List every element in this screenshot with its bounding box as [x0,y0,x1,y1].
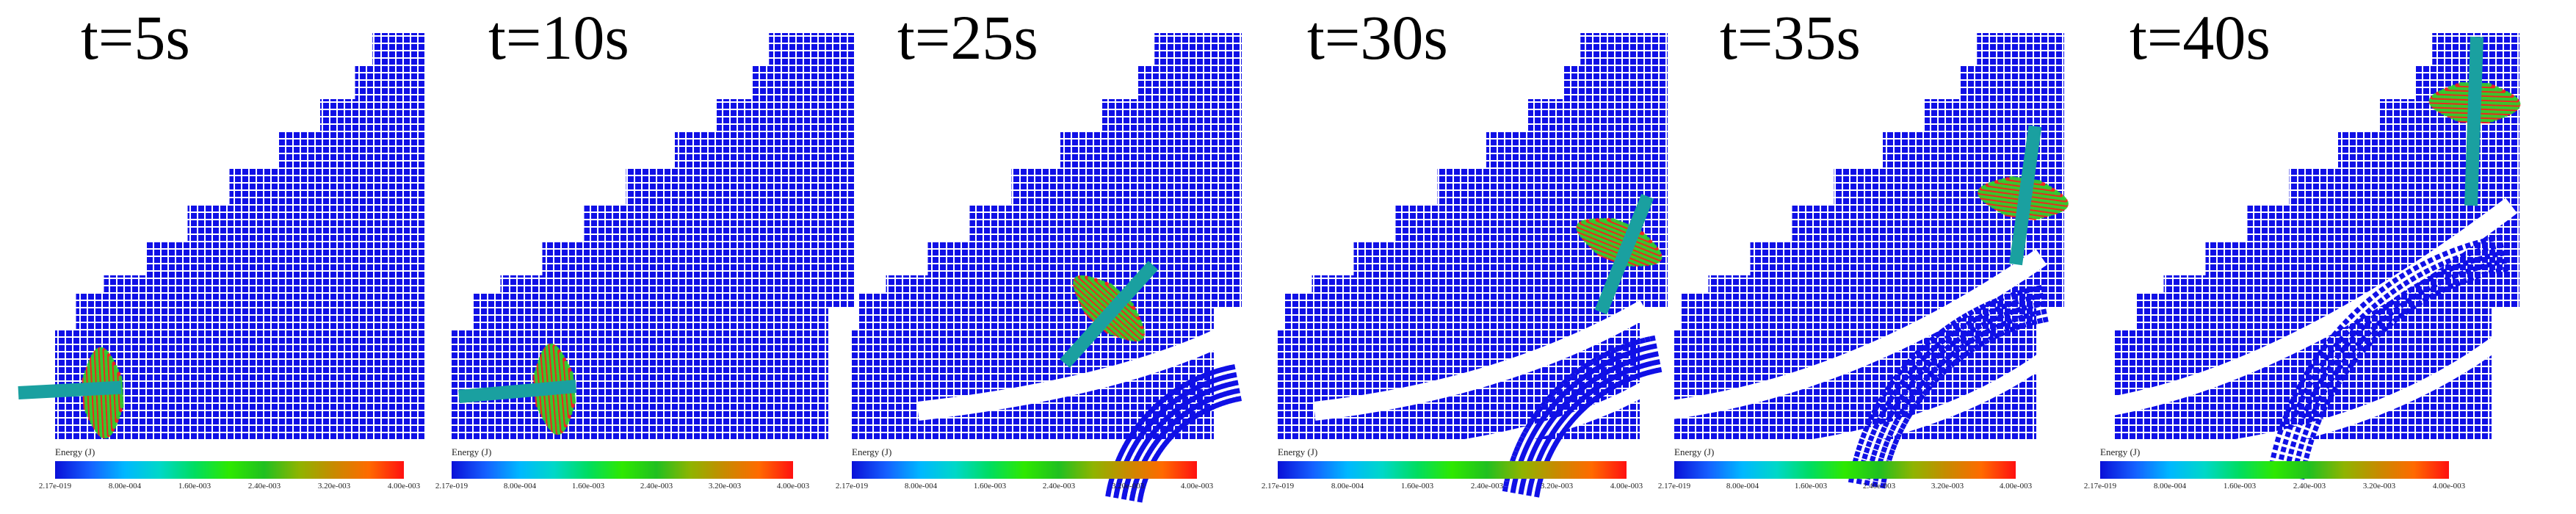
colorbar-title: Energy (J) [1674,446,1715,457]
colorbar-tick-label: 2.40e-003 [1862,482,1896,491]
panel-t10: t=10s Energy (J) 2.17e-019 8.00e-004 1.60e… [430,0,855,514]
colorbar-tick-label: 8.00e-004 [2153,482,2187,491]
colorbar-tick-label: 3.20e-003 [708,482,742,491]
colorbar-tick-label: 2.17e-019 [38,482,72,491]
panel-t30: t=30s Energy (J) 2.17e-019 8.00e-004 1.60e… [1262,0,1689,514]
colorbar-tick-label: 2.40e-003 [1470,482,1504,491]
panel-t5: t=5s Energy (J) 2.17e-019 8.00e-004 1.60e-… [0,0,426,514]
colorbar-tick-label: 3.20e-003 [2362,482,2396,491]
particle-simulation-image [852,33,1242,503]
colorbar-tick-label: 3.20e-003 [1931,482,1964,491]
panel-t25: t=25s Energy (J) 2.17e-019 8.00e-004 1.60e… [836,0,1278,514]
particle-simulation-image [2100,33,2554,480]
colorbar-tick-label: 2.40e-003 [1042,482,1076,491]
colorbar-tick-label: 1.60e-003 [973,482,1007,491]
rock-mass-particles [452,33,855,441]
colorbar-tick-label: 2.17e-019 [835,482,869,491]
colorbar-tick-label: 1.60e-003 [571,482,605,491]
fractured-layer [1848,285,2049,489]
colorbar-tick-label: 8.00e-004 [1726,482,1759,491]
particle-simulation-image [1674,33,2083,489]
colorbar-title: Energy (J) [1278,446,1318,457]
colorbar-title: Energy (J) [2100,446,2141,457]
colorbar-tick-label: 4.00e-003 [1999,482,2033,491]
rock-bolt [1594,194,1654,315]
colorbar-tick-label: 8.00e-004 [108,482,142,491]
colorbar-tick-label: 8.00e-004 [904,482,938,491]
colorbar-tick-label: 2.17e-019 [2083,482,2117,491]
colorbar-title: Energy (J) [852,446,892,457]
panel-label: t=10s [488,2,629,73]
colorbar-title: Energy (J) [452,446,492,457]
colorbar-tick-label: 3.20e-003 [317,482,351,491]
colorbar-tick-label: 2.17e-019 [1657,482,1691,491]
colorbar-tick-label: 3.20e-003 [1540,482,1574,491]
panel-label: t=30s [1307,2,1448,73]
bolt-group [1060,261,1159,369]
energy-colorbar [852,461,1197,479]
rock-mass-particles [2115,33,2519,441]
energy-colorbar [2100,461,2449,479]
colorbar-tick-label: 2.40e-003 [640,482,673,491]
rock-bolt [458,380,577,403]
rock-mass-particles [1674,33,2064,441]
panel-label: t=40s [2130,2,2271,73]
bolt-group [1576,194,1663,315]
panel-t40: t=40s Energy (J) 2.17e-019 8.00e-004 1.60e… [2084,0,2576,514]
particle-simulation-image [1278,33,1687,498]
colorbar-tick-label: 1.60e-003 [1400,482,1434,491]
bolt-group [458,343,577,435]
rock-bolt [2464,36,2484,206]
energy-colorbar [1278,461,1627,479]
panel-label: t=5s [81,2,190,73]
colorbar-tick-label: 8.00e-004 [1331,482,1364,491]
energy-colorbar [1674,461,2016,479]
colorbar-tick-label: 4.00e-003 [1610,482,1643,491]
bolt-group [1978,125,2069,266]
colorbar-tick-label: 3.20e-003 [1111,482,1145,491]
panel-t35: t=35s Energy (J) 2.17e-019 8.00e-004 1.60e… [1658,0,2100,514]
colorbar-tick-label: 2.40e-003 [247,482,281,491]
colorbar-tick-label: 4.00e-003 [776,482,810,491]
energy-colorbar [55,461,404,479]
panel-label: t=35s [1720,2,1861,73]
colorbar-tick-label: 4.00e-003 [1180,482,1214,491]
fracture-gap [1674,249,2083,463]
bolt-group [2428,36,2521,206]
rock-bolt [2009,125,2042,266]
colorbar-tick-label: 4.00e-003 [2432,482,2466,491]
colorbar-tick-label: 1.60e-003 [1794,482,1828,491]
rock-bolt [1060,261,1159,369]
rock-mass-particles [55,33,426,441]
colorbar-tick-label: 1.60e-003 [178,482,211,491]
colorbar-tick-label: 2.40e-003 [2293,482,2326,491]
energy-colorbar [452,461,793,479]
bolt-group [18,347,124,439]
particle-simulation-image [18,33,426,441]
colorbar-tick-label: 2.17e-019 [435,482,468,491]
panel-label: t=25s [897,2,1038,73]
rock-mass-particles [852,33,1242,441]
particle-simulation-image [452,33,855,441]
colorbar-tick-label: 8.00e-004 [503,482,537,491]
colorbar-tick-label: 4.00e-003 [387,482,421,491]
fracture-gap [916,329,1223,421]
colorbar-tick-label: 2.17e-019 [1261,482,1295,491]
rock-bolt [18,380,122,399]
colorbar-title: Energy (J) [55,446,95,457]
colorbar-tick-label: 1.60e-003 [2223,482,2257,491]
